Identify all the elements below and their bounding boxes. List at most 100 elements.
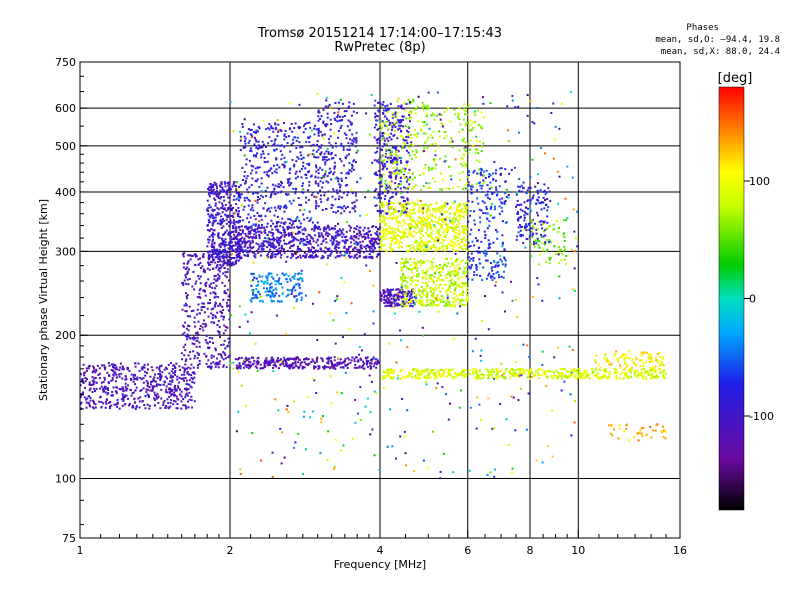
- data-point: [266, 160, 269, 163]
- data-point: [183, 325, 186, 328]
- data-point: [465, 248, 468, 251]
- data-point: [389, 197, 392, 200]
- data-point: [619, 373, 622, 376]
- data-point: [451, 222, 454, 225]
- data-point: [466, 206, 469, 209]
- data-point: [227, 220, 230, 223]
- data-point: [423, 167, 426, 170]
- data-point: [355, 111, 358, 114]
- data-point: [186, 372, 189, 375]
- data-point: [391, 230, 394, 233]
- data-point: [122, 368, 125, 371]
- data-point: [257, 144, 260, 147]
- data-point: [307, 250, 310, 253]
- data-point: [184, 321, 187, 324]
- data-point: [476, 148, 479, 151]
- data-point: [297, 196, 300, 199]
- data-point: [288, 367, 291, 370]
- data-point: [438, 271, 441, 274]
- data-point: [351, 139, 354, 142]
- data-point: [251, 228, 254, 231]
- data-point: [395, 175, 398, 178]
- data-point: [399, 303, 402, 306]
- data-point: [204, 283, 207, 286]
- data-point: [418, 244, 421, 247]
- data-point: [459, 286, 462, 289]
- data-point: [388, 206, 391, 209]
- data-point: [352, 160, 355, 163]
- data-point: [324, 163, 327, 166]
- data-point: [376, 237, 379, 240]
- data-point: [329, 356, 332, 359]
- data-point: [201, 326, 204, 329]
- data-point: [228, 214, 231, 217]
- data-point: [180, 407, 183, 410]
- data-point: [437, 303, 440, 306]
- data-point: [403, 262, 406, 265]
- data-point: [144, 395, 147, 398]
- data-point: [239, 237, 242, 240]
- data-point: [381, 124, 384, 127]
- data-point: [172, 403, 175, 406]
- data-point: [303, 361, 306, 364]
- data-point: [225, 222, 228, 225]
- data-point: [208, 191, 211, 194]
- data-point: [464, 113, 467, 116]
- data-point: [169, 394, 172, 397]
- data-point: [352, 110, 355, 113]
- data-point: [191, 378, 194, 381]
- data-point: [308, 255, 311, 258]
- data-point: [354, 145, 357, 148]
- data-point: [214, 349, 217, 352]
- data-point: [336, 192, 339, 195]
- data-point: [181, 333, 184, 336]
- data-point: [320, 144, 323, 147]
- data-point: [326, 159, 329, 162]
- data-point: [262, 287, 265, 290]
- data-point: [211, 189, 214, 192]
- data-point: [335, 189, 338, 192]
- data-point: [430, 235, 433, 238]
- data-point: [105, 402, 108, 405]
- data-point: [454, 299, 457, 302]
- data-point: [235, 203, 238, 206]
- data-point: [92, 399, 95, 402]
- data-point: [331, 365, 334, 368]
- data-point: [371, 239, 374, 242]
- data-point: [198, 341, 201, 344]
- data-point: [241, 242, 244, 245]
- data-point: [381, 192, 384, 195]
- data-point: [409, 278, 412, 281]
- data-point: [440, 219, 443, 222]
- data-point: [272, 246, 275, 249]
- data-point: [431, 143, 434, 146]
- data-point: [92, 400, 95, 403]
- data-point: [235, 192, 238, 195]
- data-point: [293, 357, 296, 360]
- data-point: [192, 371, 195, 374]
- data-point: [445, 265, 448, 268]
- data-point: [270, 361, 273, 364]
- data-point: [408, 229, 411, 232]
- data-point: [282, 360, 285, 363]
- data-point: [432, 207, 435, 210]
- data-point: [453, 304, 456, 307]
- data-point: [250, 300, 253, 303]
- data-point: [456, 205, 459, 208]
- data-point: [337, 198, 340, 201]
- data-point: [429, 302, 432, 305]
- data-point: [348, 252, 351, 255]
- data-point: [237, 193, 240, 196]
- data-point: [112, 370, 115, 373]
- data-point: [337, 180, 340, 183]
- data-point: [326, 247, 329, 250]
- data-point: [395, 217, 398, 220]
- data-point: [308, 162, 311, 165]
- data-point: [402, 205, 405, 208]
- data-point: [453, 289, 456, 292]
- data-point: [296, 216, 299, 219]
- data-point: [310, 248, 313, 251]
- data-point: [379, 123, 382, 126]
- data-point: [412, 245, 415, 248]
- data-point: [221, 188, 224, 191]
